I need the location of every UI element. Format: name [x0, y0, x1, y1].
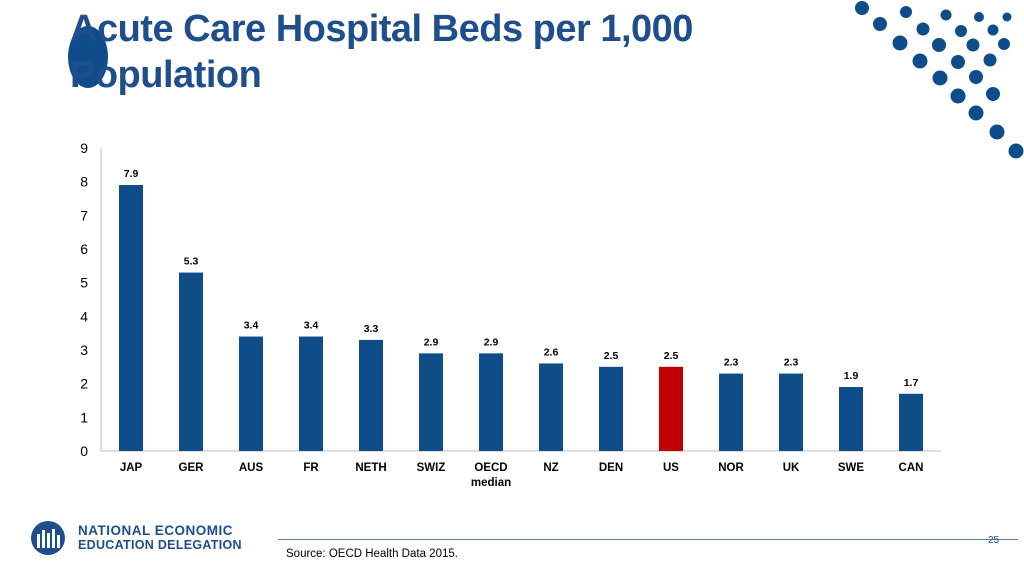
data-label: 2.9	[484, 336, 499, 348]
data-label: 2.9	[424, 336, 439, 348]
bar-oecd-median	[479, 353, 503, 451]
bar-swe	[839, 387, 863, 451]
data-label: 5.3	[184, 256, 199, 268]
data-label: 3.4	[244, 320, 259, 332]
x-tick-label: SWE	[838, 462, 865, 474]
bar-nor	[719, 373, 743, 451]
title-decoration	[68, 26, 108, 88]
bar-chart: 0 1 2 3 4 5 6 7 8 9 7.9 JAP 5.3 GER 3.4 AUS 3.4 FR 3.3 NETH…	[80, 140, 941, 489]
bar-aus	[239, 336, 263, 451]
x-tick-label: NZ	[543, 462, 558, 474]
x-tick-label: JAP	[120, 462, 143, 474]
brand-line2: EDUCATION DELEGATION	[78, 538, 242, 552]
footer-divider	[278, 539, 1018, 540]
x-tick-label: DEN	[599, 462, 623, 474]
data-label: 3.3	[364, 323, 379, 335]
x-tick-label: SWIZ	[417, 462, 446, 474]
brand-name: NATIONAL ECONOMIC EDUCATION DELEGATION	[78, 523, 242, 553]
x-tick-label: AUS	[239, 462, 264, 474]
y-tick-label: 4	[80, 308, 88, 324]
source-note: Source: OECD Health Data 2015.	[286, 548, 458, 560]
page-title: Acute Care Hospital Beds per 1,000 Popul…	[70, 8, 693, 96]
bar-den	[599, 366, 623, 451]
bar-jap	[119, 185, 143, 451]
bar-us	[659, 366, 683, 451]
x-tick-label: US	[663, 462, 679, 474]
page-number: 25	[988, 535, 1000, 546]
x-tick-label: NETH	[355, 462, 386, 474]
y-tick-label: 9	[80, 140, 88, 156]
y-tick-label: 8	[80, 174, 88, 190]
y-tick-label: 3	[80, 342, 88, 358]
data-label: 7.9	[124, 168, 139, 180]
y-tick-label: 1	[80, 409, 88, 425]
nee-logo	[31, 521, 65, 555]
y-tick-label: 6	[80, 241, 88, 257]
bar-uk	[779, 373, 803, 451]
x-tick-label: NOR	[718, 462, 744, 474]
x-tick-label: GER	[179, 462, 205, 474]
x-tick-label: CAN	[899, 462, 924, 474]
data-label: 1.9	[844, 370, 859, 382]
y-tick-label: 7	[80, 207, 88, 223]
x-tick-label: FR	[303, 462, 319, 474]
data-label: 2.3	[724, 357, 739, 369]
bar-ger	[179, 272, 203, 451]
data-label: 2.5	[664, 350, 679, 362]
bar-neth	[359, 339, 383, 451]
brand-line1: NATIONAL ECONOMIC	[78, 523, 233, 538]
y-tick-label: 2	[80, 376, 88, 392]
y-tick-label: 0	[80, 443, 88, 459]
decorative-dots-pattern	[855, 1, 1024, 159]
data-label: 2.6	[544, 346, 559, 358]
bar-can	[899, 393, 923, 451]
data-label: 3.4	[304, 320, 319, 332]
y-tick-label: 5	[80, 275, 88, 291]
bar-nz	[539, 363, 563, 451]
data-label: 1.7	[904, 377, 919, 389]
data-label: 2.3	[784, 357, 799, 369]
x-tick-label: UK	[783, 462, 800, 474]
data-label: 2.5	[604, 350, 619, 362]
x-tick-label: OECD median	[471, 462, 511, 489]
bar-fr	[299, 336, 323, 451]
bar-swiz	[419, 353, 443, 451]
